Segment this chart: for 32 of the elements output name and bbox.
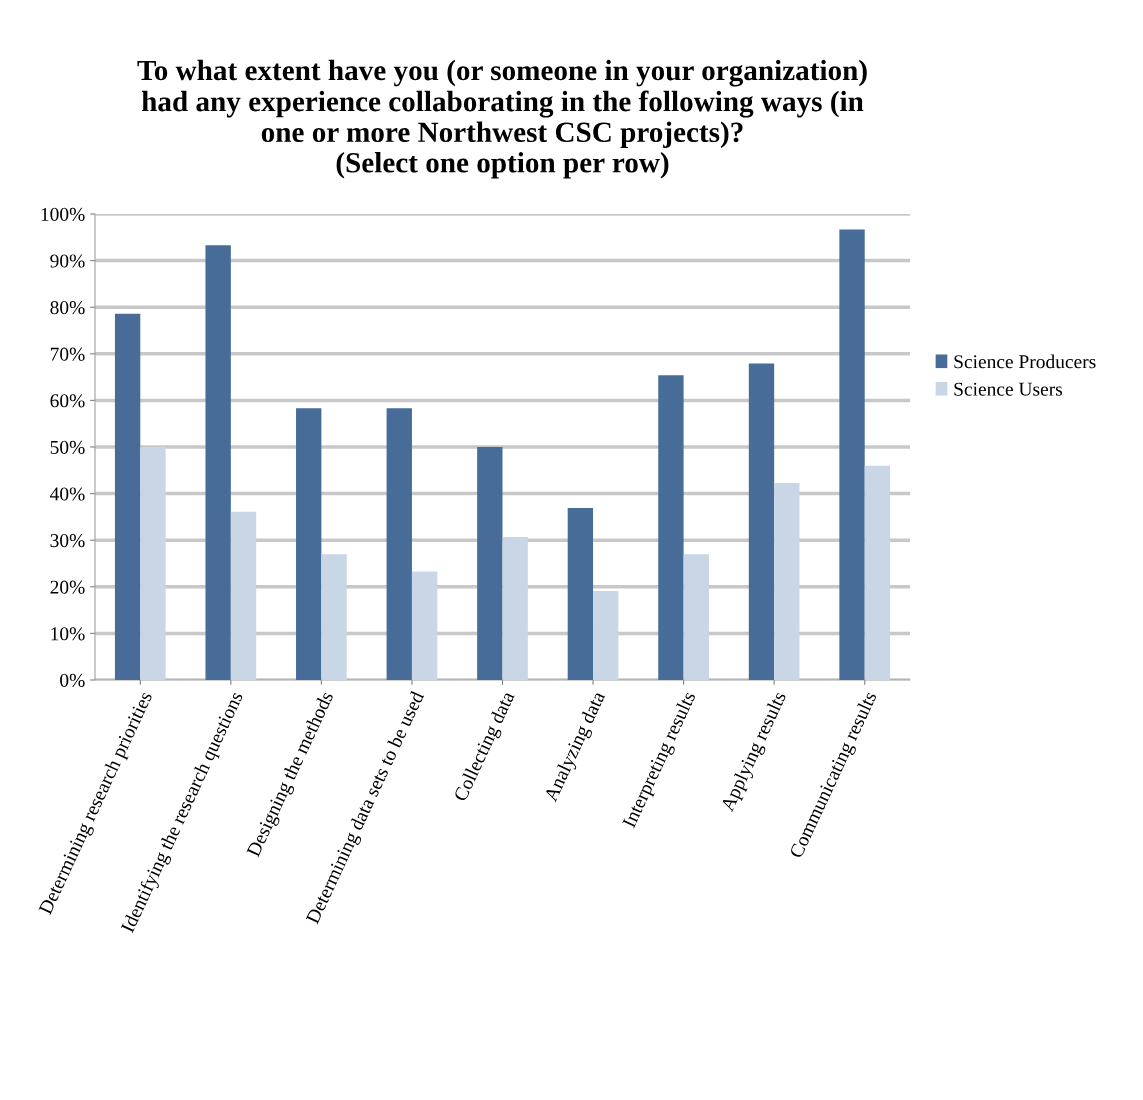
- chart-title: To what extent have you (or someone in your organization) had any experience collaborating in the following ways (in one or more Northwest CSC projects)? (Select one option per row): [137, 59, 867, 179]
- legend-label: Science Producers: [954, 354, 1096, 369]
- y-tick-label: 90%: [50, 254, 85, 268]
- bar: [386, 408, 412, 680]
- y-tick-label: 20%: [50, 580, 85, 594]
- bar: [593, 590, 619, 680]
- bar: [140, 447, 166, 680]
- bar: [477, 447, 503, 680]
- y-tick-label: 80%: [50, 301, 85, 315]
- bar: [748, 363, 775, 680]
- bar: [567, 508, 594, 680]
- bar: [683, 554, 709, 680]
- bar: [114, 313, 141, 680]
- y-tick-label: 60%: [50, 394, 85, 408]
- bar: [839, 229, 865, 680]
- bar: [230, 511, 257, 680]
- bar: [864, 465, 891, 680]
- bar: [502, 536, 528, 680]
- legend-label: Science Users: [954, 382, 1063, 396]
- bar: [321, 554, 347, 680]
- bar: [774, 482, 800, 680]
- y-tick-label: 50%: [50, 440, 85, 454]
- y-tick-label: 30%: [50, 534, 85, 548]
- y-tick-label: 0%: [60, 673, 85, 687]
- y-tick-label: 100%: [41, 207, 85, 221]
- bar: [205, 245, 231, 680]
- y-tick-label: 70%: [50, 347, 85, 361]
- bar: [411, 571, 438, 680]
- bar: [296, 408, 322, 680]
- y-tick-label: 10%: [51, 627, 85, 641]
- y-tick-label: 40%: [50, 487, 85, 501]
- bar: [658, 375, 684, 680]
